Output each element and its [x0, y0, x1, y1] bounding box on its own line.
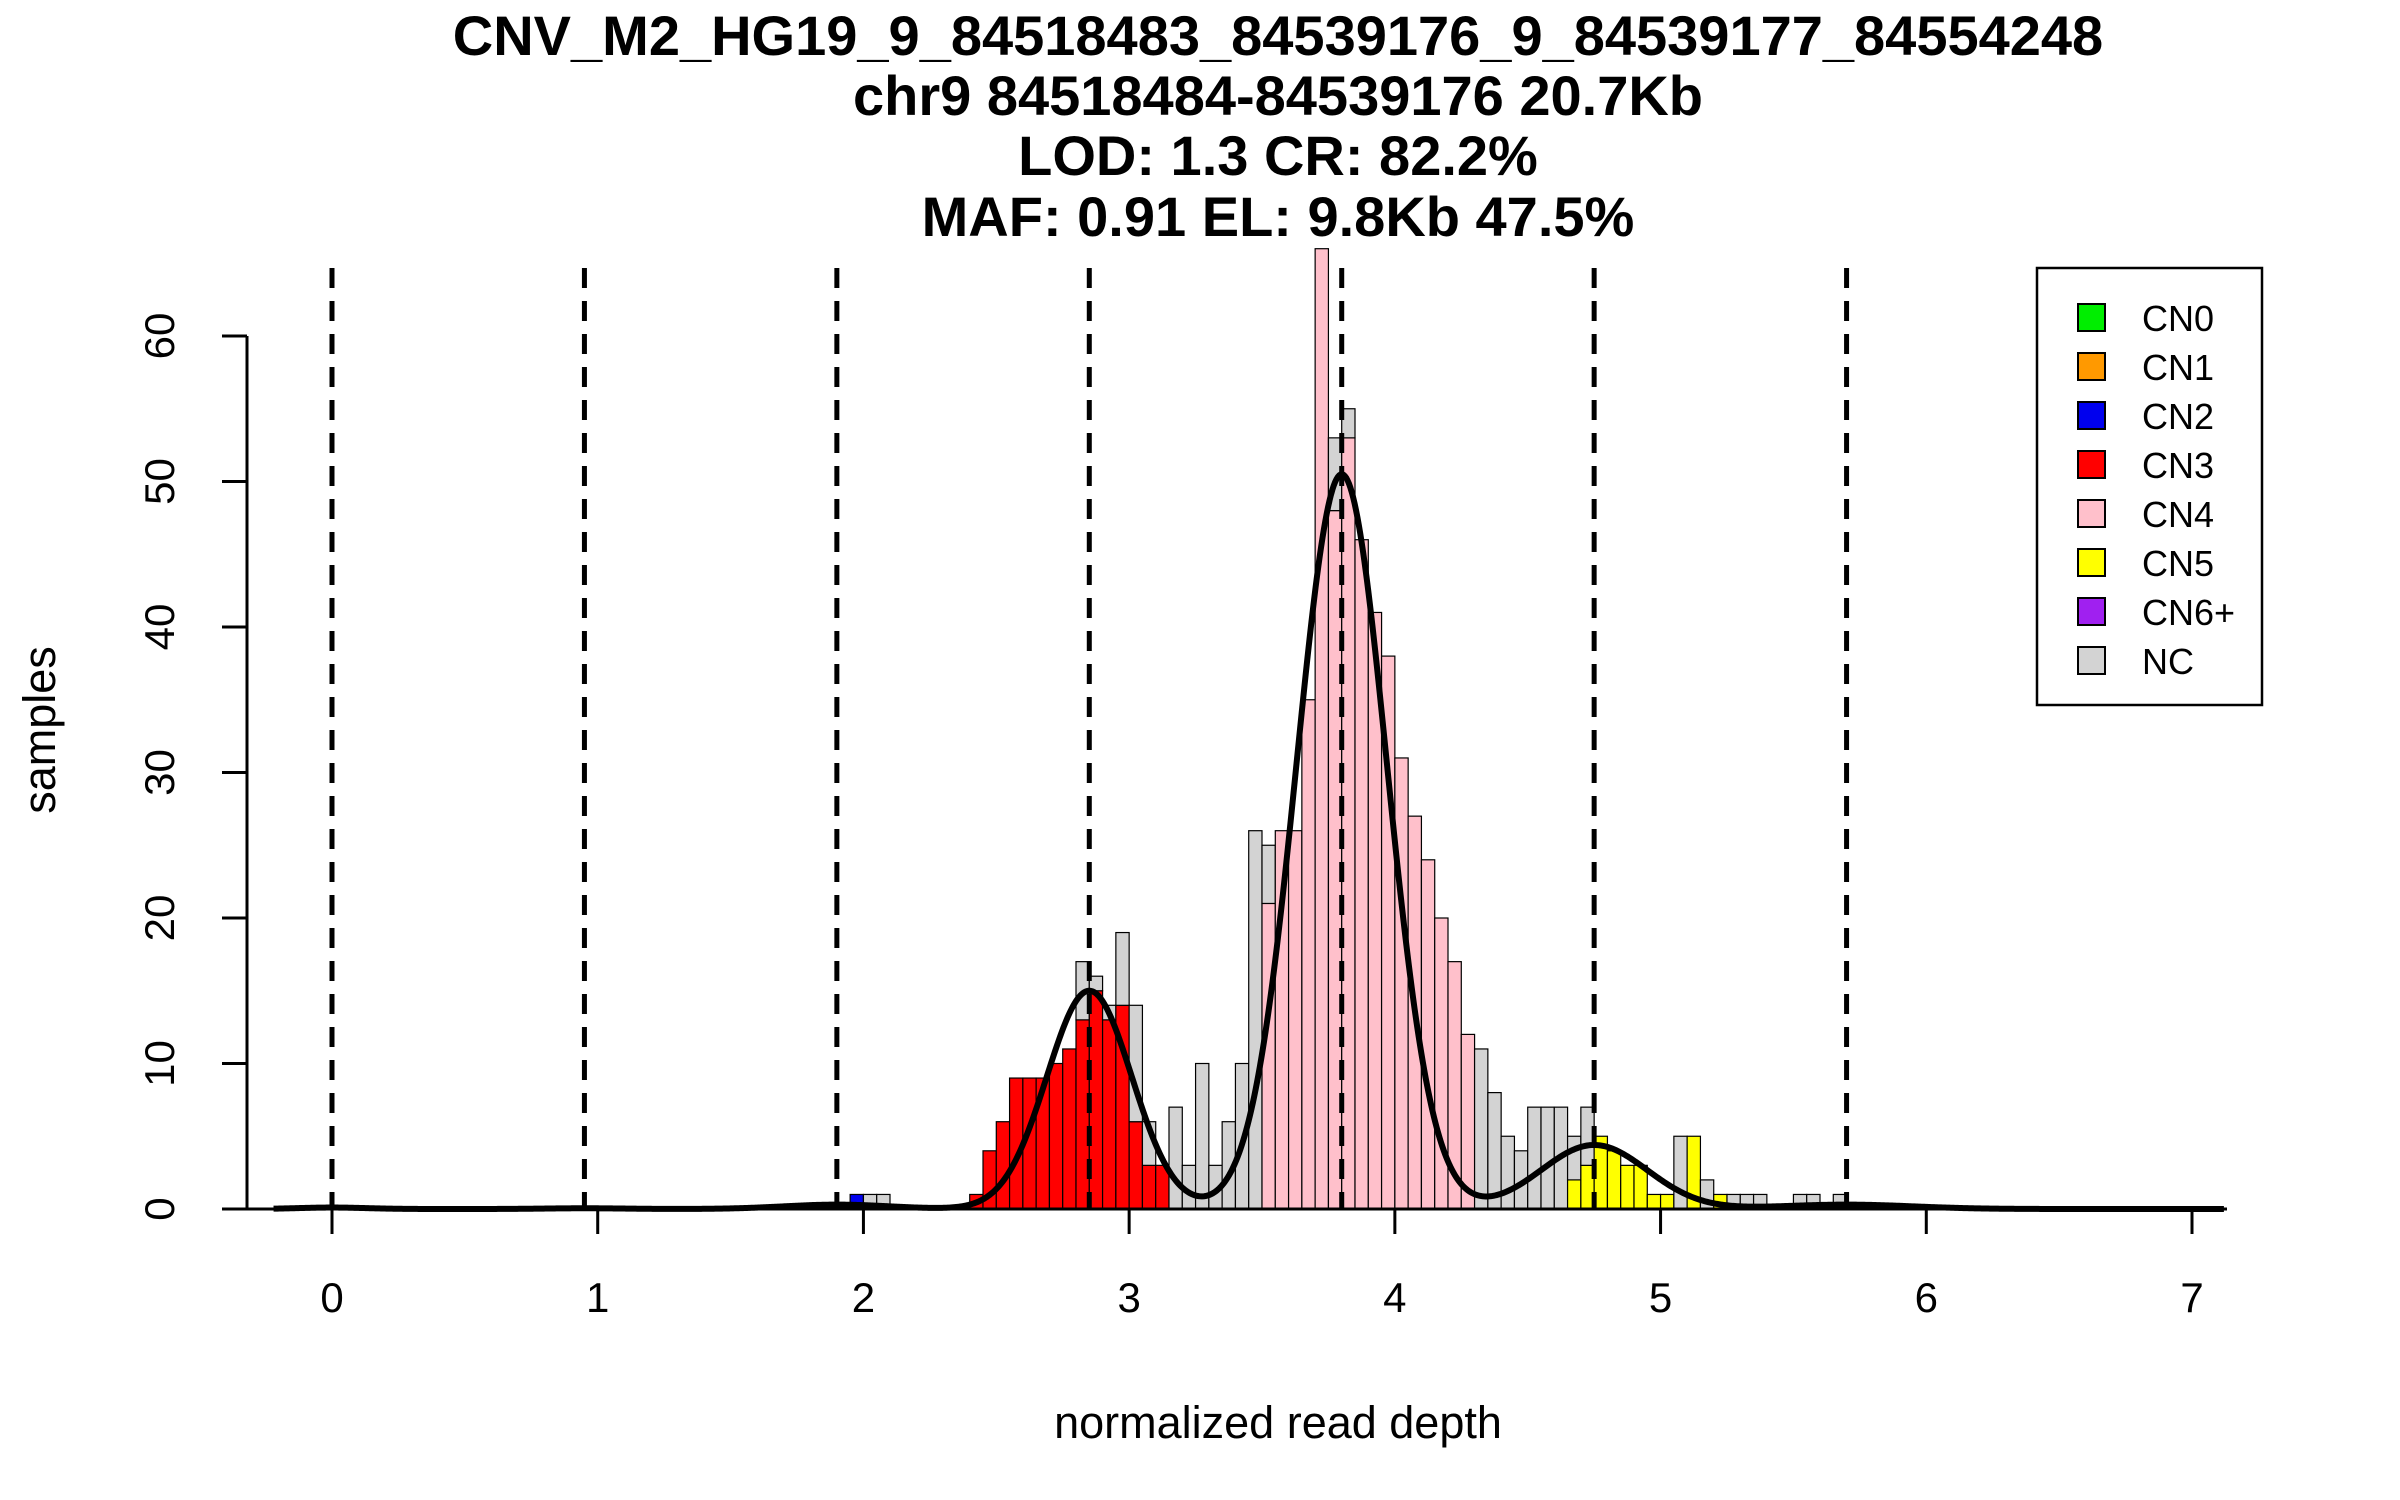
- histogram-bar-51-cn5: [1606, 1150, 1622, 1210]
- histogram-bar-29-cn4: [1314, 248, 1330, 1210]
- x-tick-label-6: 6: [1915, 1274, 1938, 1321]
- y-tick-label-50: 50: [136, 458, 183, 505]
- histogram-bar-27-cn4: [1287, 830, 1303, 1210]
- histogram-bar-52-cn5: [1620, 1164, 1635, 1210]
- histogram-bar-46-nc: [1540, 1106, 1555, 1210]
- histogram-bar-13-cn3: [1101, 1019, 1117, 1210]
- histogram-bars: [849, 248, 1848, 1210]
- x-tick-label-1: 1: [586, 1274, 609, 1321]
- x-tick-label-5: 5: [1649, 1274, 1672, 1321]
- legend-swatch-cn3: [2077, 450, 2106, 479]
- y-axis: 0 10 20 30 40 50 60: [136, 313, 249, 1221]
- histogram-bar-18-nc: [1168, 1106, 1183, 1210]
- y-tick-label-10: 10: [136, 1040, 183, 1087]
- legend-label-cn3: CN3: [2142, 445, 2214, 486]
- x-axis: 0 1 2 3 4 5 6 7: [247, 1207, 2227, 1321]
- histogram-bar-28-cn4: [1301, 699, 1316, 1210]
- histogram-bar-32-cn4: [1354, 539, 1369, 1210]
- histogram-bar-54-cn5: [1646, 1193, 1662, 1210]
- cutoff-lines: [329, 268, 1850, 1209]
- chart-title: CNV_M2_HG19_9_84518483_84539176_9_845391…: [453, 4, 2103, 248]
- histogram-bar-37-cn4: [1420, 859, 1436, 1210]
- legend-swatch-cn2: [2077, 401, 2106, 430]
- title-line-1: CNV_M2_HG19_9_84518483_84539176_9_845391…: [453, 4, 2103, 67]
- title-line-3: LOD: 1.3 CR: 82.2%: [1018, 124, 1538, 187]
- y-tick-label-0: 0: [136, 1197, 183, 1220]
- x-tick-label-0: 0: [320, 1274, 343, 1321]
- histogram-bar-24-nc: [1248, 830, 1263, 1210]
- histogram-bar-15-cn3: [1128, 1121, 1144, 1210]
- histogram-bar-41-nc: [1473, 1048, 1489, 1210]
- legend-label-nc: NC: [2142, 641, 2194, 682]
- legend: CN0 CN1 CN2 CN3 CN4 CN5 CN6+ NC: [2035, 266, 2264, 707]
- title-line-4: MAF: 0.91 EL: 9.8Kb 47.5%: [922, 185, 1635, 248]
- legend-swatch-cn5: [2077, 548, 2106, 577]
- y-tick-label-60: 60: [136, 313, 183, 360]
- x-tick-label-3: 3: [1117, 1274, 1140, 1321]
- histogram-bar-9-cn3: [1048, 1062, 1064, 1210]
- x-tick-label-4: 4: [1383, 1274, 1406, 1321]
- legend-label-cn1: CN1: [2142, 347, 2214, 388]
- histogram-bar-43-nc: [1500, 1135, 1516, 1210]
- histogram-bar-48-nc: [1566, 1135, 1582, 1181]
- histogram-bar-16-cn3: [1141, 1164, 1157, 1210]
- legend-swatch-cn1: [2077, 352, 2106, 381]
- histogram-bar-35-cn4: [1394, 757, 1409, 1210]
- legend-label-cn0: CN0: [2142, 298, 2214, 339]
- legend-label-cn2: CN2: [2142, 396, 2214, 437]
- legend-box: [2035, 266, 2264, 707]
- legend-swatch-cn0: [2077, 303, 2106, 332]
- legend-swatch-cn4: [2077, 499, 2106, 528]
- y-tick-label-40: 40: [136, 604, 183, 651]
- histogram-bar-20-nc: [1194, 1062, 1210, 1210]
- x-tick-label-7: 7: [2180, 1274, 2203, 1321]
- legend-label-cn5: CN5: [2142, 543, 2214, 584]
- histogram-bar-11-cn3: [1075, 1019, 1090, 1210]
- histogram-bar-14-nc: [1115, 931, 1130, 1006]
- histogram-bar-56-nc: [1673, 1135, 1688, 1210]
- y-tick-label-30: 30: [136, 749, 183, 796]
- x-tick-label-2: 2: [852, 1274, 875, 1321]
- histogram-bar-45-nc: [1527, 1106, 1542, 1210]
- histogram-bar-10-cn3: [1062, 1048, 1077, 1210]
- legend-label-cn4: CN4: [2142, 494, 2214, 535]
- histogram-bar-25-nc: [1261, 844, 1276, 905]
- histogram-bar-5-cn3: [995, 1121, 1011, 1210]
- legend-swatch-cn6plus: [2077, 597, 2106, 626]
- y-tick-label-20: 20: [136, 895, 183, 942]
- title-line-2: chr9 84518484-84539176 20.7Kb: [853, 64, 1703, 127]
- histogram-bar-38-cn4: [1434, 917, 1449, 1210]
- legend-label-cn6plus: CN6+: [2142, 592, 2235, 633]
- legend-swatch-nc: [2077, 646, 2106, 675]
- x-axis-label: normalized read depth: [1054, 1397, 1502, 1448]
- y-axis-label: samples: [14, 646, 65, 814]
- histogram-bar-48-cn5: [1566, 1179, 1582, 1210]
- histogram-bar-31-nc: [1341, 408, 1356, 439]
- histogram-bar-55-cn5: [1659, 1193, 1675, 1210]
